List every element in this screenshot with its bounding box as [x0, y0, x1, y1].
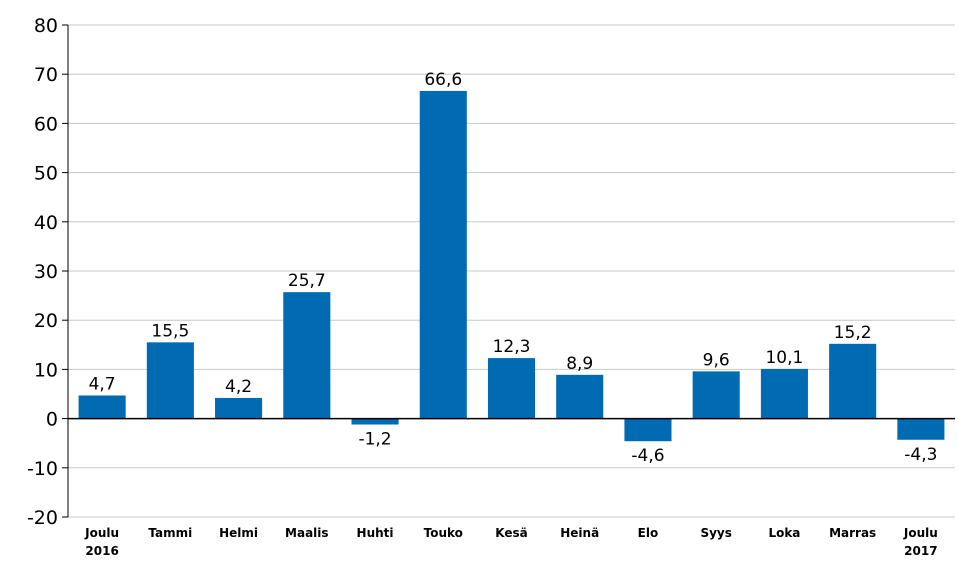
data-label: 4,2 [225, 377, 252, 397]
data-label: -4,6 [631, 446, 664, 466]
data-label: 4,7 [89, 374, 116, 394]
bar [78, 395, 126, 419]
gridlines [68, 24, 955, 518]
bar [692, 371, 740, 419]
y-tick-label: 0 [46, 409, 58, 431]
data-label: 15,5 [151, 321, 189, 341]
category-label: Helmi [219, 526, 258, 540]
category-label: Syys [700, 526, 731, 540]
bar [556, 374, 604, 419]
data-label: 9,6 [703, 350, 730, 370]
y-tick-label: -10 [27, 458, 58, 480]
category-label: Heinä [560, 526, 599, 540]
y-tick-label: 50 [34, 163, 58, 185]
y-tick-label: 20 [34, 310, 58, 332]
data-label: 15,2 [834, 323, 872, 343]
category-label: Loka [768, 526, 800, 540]
data-label: 12,3 [493, 337, 531, 357]
data-label: -1,2 [358, 430, 391, 450]
y-tick-label: 40 [34, 212, 58, 234]
category-label: Elo [638, 526, 659, 540]
data-label: -4,3 [904, 445, 937, 465]
y-axis-tick-labels: -20 -10 0 10 20 30 40 50 60 70 80 [27, 15, 68, 529]
data-label: 8,9 [566, 354, 593, 374]
y-tick-label: 80 [34, 15, 58, 37]
data-label: 25,7 [288, 271, 326, 291]
y-tick-label: 10 [34, 359, 58, 381]
bar [487, 358, 536, 419]
category-label: Joulu 2016 [84, 526, 119, 558]
bar [760, 368, 808, 419]
bar [215, 397, 263, 419]
bar [283, 292, 331, 419]
category-label: Maalis [285, 526, 329, 540]
bar [829, 343, 877, 419]
bar [624, 418, 672, 442]
bar [897, 418, 945, 440]
category-label: Touko [424, 526, 463, 540]
category-label: Marras [829, 526, 876, 540]
y-tick-label: 30 [34, 261, 58, 283]
x-axis-category-labels: Joulu 2016 Tammi Helmi Maalis Huhti Touko Kesä H… [84, 526, 938, 558]
bars [78, 90, 945, 442]
data-label: 66,6 [424, 70, 462, 90]
data-labels: 4,7 15,5 4,2 25,7 -1,2 66,6 12,3 8,9 -4,6 9,6 10,1… [89, 70, 938, 466]
category-label: Kesä [495, 526, 527, 540]
y-tick-label: 70 [34, 64, 58, 86]
data-label: 10,1 [765, 348, 803, 368]
y-tick-label: -20 [27, 507, 58, 529]
bar [419, 90, 467, 419]
y-tick-label: 60 [34, 113, 58, 135]
bar [146, 342, 194, 419]
category-label: Huhti [357, 526, 394, 540]
category-label: Joulu 2017 [903, 526, 938, 558]
bar [351, 418, 399, 425]
category-label: Tammi [148, 526, 192, 540]
